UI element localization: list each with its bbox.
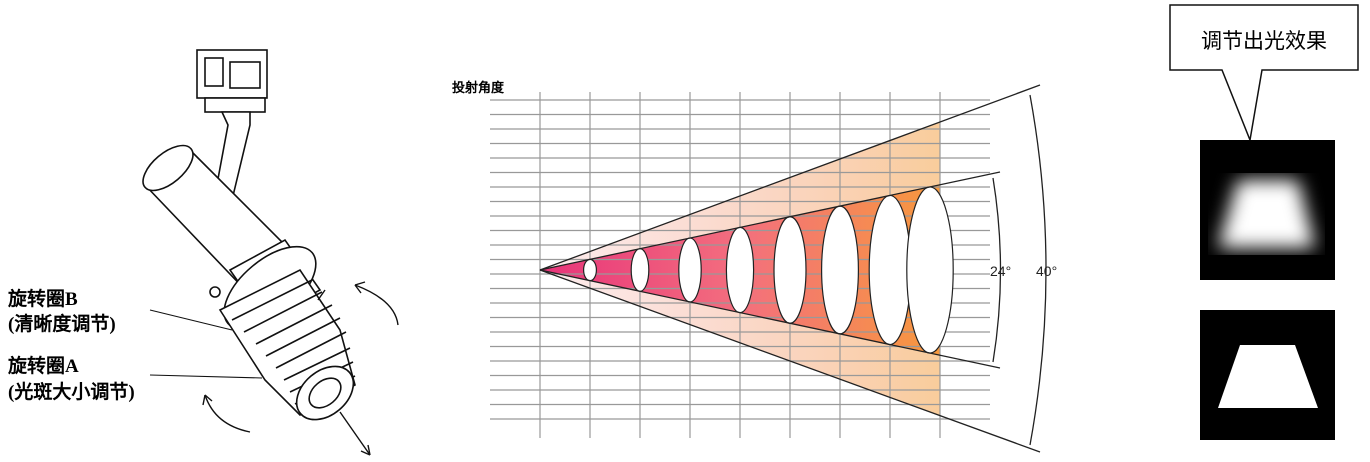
callout-box xyxy=(1169,4,1359,143)
beam-spots xyxy=(582,186,954,354)
beam-spot xyxy=(820,205,859,335)
beam-spot xyxy=(678,237,702,303)
beam-spot xyxy=(906,186,954,354)
beam-spot xyxy=(868,194,912,346)
grid xyxy=(490,92,990,438)
ring-a-name: 旋转圈A xyxy=(7,354,79,377)
cone-lines xyxy=(539,84,1047,453)
callout-text: 调节出光效果 xyxy=(1201,29,1327,53)
beam-spot xyxy=(630,248,650,292)
ring-b-name: 旋转圈B xyxy=(7,287,78,310)
beam-spot xyxy=(582,258,597,282)
ring-a-function: (光斑大小调节) xyxy=(8,380,135,403)
beam-title: 投射角度 xyxy=(452,80,505,95)
leader-line xyxy=(149,374,263,379)
outer-angle: 40° xyxy=(1036,263,1057,279)
ring-b-function: (清晰度调节) xyxy=(8,312,116,335)
sharp-spot xyxy=(1218,345,1318,408)
inner-angle: 24° xyxy=(990,263,1011,279)
beam-spot xyxy=(773,216,807,324)
blurred-spot xyxy=(1218,180,1315,248)
leader-line xyxy=(149,309,233,331)
beam-spot xyxy=(725,226,755,314)
rotation-arrows xyxy=(202,281,399,456)
track-light xyxy=(142,49,356,421)
